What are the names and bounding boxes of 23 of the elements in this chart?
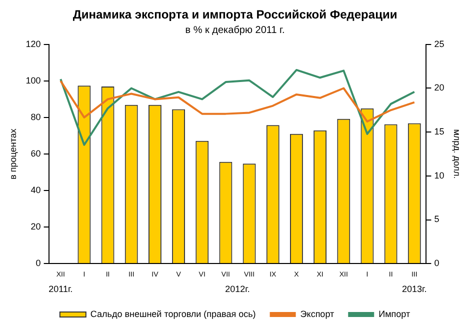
y-tick-label: 0 xyxy=(36,258,41,268)
legend-label: Сальдо внешней торговли (правая ось) xyxy=(90,308,256,319)
y2-tick-label: 5 xyxy=(434,214,440,224)
y-tick-label: 120 xyxy=(26,38,41,49)
y-tick-label: 60 xyxy=(30,148,41,158)
text: 2013г. xyxy=(402,284,427,294)
legend-label: Импорт xyxy=(378,308,410,319)
y-tick-label: 40 xyxy=(30,185,41,196)
chart-title: Динамика экспорта и импорта Российской Федерации xyxy=(72,8,398,22)
text: 2011г. xyxy=(48,284,73,294)
y2-tick-label: 0 xyxy=(434,258,440,268)
y2-tick-label: 10 xyxy=(434,170,444,180)
y-axis-title: в процентах xyxy=(8,128,18,180)
y2-tick-label: 25 xyxy=(434,38,444,49)
y-tick-label: 100 xyxy=(26,75,41,86)
y2-tick-label: 20 xyxy=(434,82,444,93)
y-tick-label: 20 xyxy=(30,222,41,232)
y2-tick-label: 15 xyxy=(434,126,444,137)
text: 2012г. xyxy=(225,284,250,294)
legend-label: Экспорт xyxy=(300,308,334,319)
y2-axis-title: млрд. долл. xyxy=(452,129,462,179)
y-tick-label: 80 xyxy=(30,112,41,122)
chart-subtitle: в % к декабрю 2011 г. xyxy=(185,25,285,36)
